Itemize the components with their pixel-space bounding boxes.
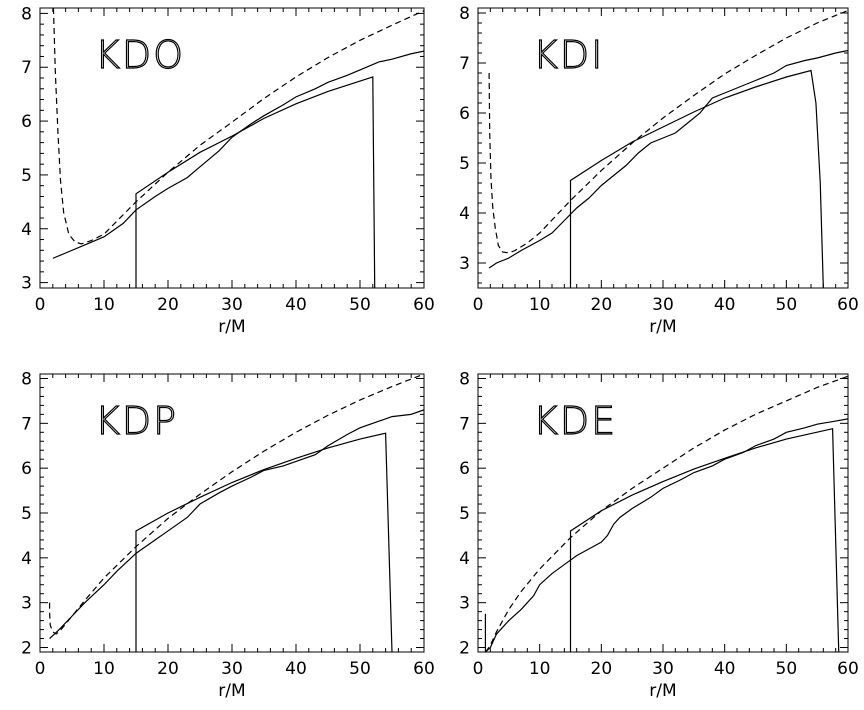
y-tick-label: 3 [459,254,470,274]
x-tick-label: 10 [529,295,551,315]
panel-kdp: 0 10 20 30 40 50 60 2 3 4 5 6 7 8 r/M KDP [21,369,435,701]
y-tick-label: 7 [21,58,32,78]
x-tick-label: 40 [285,295,307,315]
y-tick-label: 2 [459,639,470,659]
y-tick-label: 6 [21,112,32,132]
x-axis-label: r/M [218,681,245,701]
dashed-curve [488,9,848,254]
y-tick-label: 2 [21,639,32,659]
x-tick-label: 20 [591,295,613,315]
x-tick-label: 50 [776,295,798,315]
panel-title: KDE [533,399,617,443]
x-tick-label: 60 [413,295,435,315]
x-tick-label: 10 [93,295,115,315]
x-tick-label: 20 [591,659,613,679]
solid-curve-1 [488,49,848,269]
x-tick-label: 0 [35,659,46,679]
x-axis-label: r/M [649,681,676,701]
y-tick-label: 5 [21,504,32,524]
x-tick-label: 30 [652,659,674,679]
x-tick-label: 0 [473,295,484,315]
x-tick-label: 60 [413,659,435,679]
y-tick-label: 8 [21,369,32,389]
y-tick-label: 6 [459,459,470,479]
dashed-curve [52,8,424,245]
x-axis-label: r/M [218,317,245,337]
y-tick-label: 5 [459,154,470,174]
y-tick-label: 4 [21,220,32,240]
solid-curve-1 [52,50,424,259]
panel-title: KDO [95,33,185,77]
y-tick-label: 8 [459,369,470,389]
x-tick-label: 50 [349,295,371,315]
solid-curve-1 [49,409,424,639]
x-tick-label: 20 [157,295,179,315]
x-tick-label: 20 [157,659,179,679]
solid-curve-3 [569,427,840,652]
y-tick-label: 3 [21,274,32,294]
y-tick-label: 7 [459,54,470,74]
panel-title: KDI [533,33,604,77]
x-tick-label: 60 [837,659,859,679]
y-tick-label: 8 [21,4,32,24]
x-tick-label: 40 [285,659,307,679]
y-tick-label: 7 [21,414,32,434]
panel-kde: 0 10 20 30 40 50 60 2 3 4 5 6 7 8 r/M KDE [459,369,859,701]
panel-title: KDP [95,399,178,443]
x-tick-label: 50 [349,659,371,679]
x-tick-label: 30 [221,659,243,679]
x-tick-label: 10 [93,659,115,679]
y-tick-label: 3 [459,594,470,614]
y-tick-label: 4 [21,549,32,569]
panel-kdo: 0 10 20 30 40 50 60 3 4 5 6 7 8 r/M KDO [21,4,435,337]
x-tick-label: 60 [837,295,859,315]
x-tick-label: 10 [529,659,551,679]
solid-curve-2 [135,76,376,288]
y-tick-label: 4 [459,204,470,224]
x-tick-label: 30 [221,295,243,315]
x-tick-label: 0 [473,659,484,679]
x-tick-label: 30 [652,295,674,315]
y-tick-label: 7 [459,414,470,434]
x-tick-label: 40 [714,659,736,679]
y-tick-label: 4 [459,549,470,569]
y-tick-label: 5 [21,166,32,186]
x-axis-label: r/M [649,317,676,337]
y-tick-label: 5 [459,504,470,524]
y-tick-label: 6 [21,459,32,479]
solid-curve-2 [569,69,824,288]
y-tick-label: 8 [459,4,470,24]
x-tick-label: 0 [35,295,46,315]
y-tick-label: 3 [21,594,32,614]
solid-curve-1 [484,418,848,652]
x-tick-label: 50 [776,659,798,679]
solid-curve-2 [135,432,393,652]
x-tick-label: 40 [714,295,736,315]
panel-kdi: 0 10 20 30 40 50 60 3 4 5 6 7 8 r/M KDI [459,4,859,337]
y-tick-label: 6 [459,104,470,124]
